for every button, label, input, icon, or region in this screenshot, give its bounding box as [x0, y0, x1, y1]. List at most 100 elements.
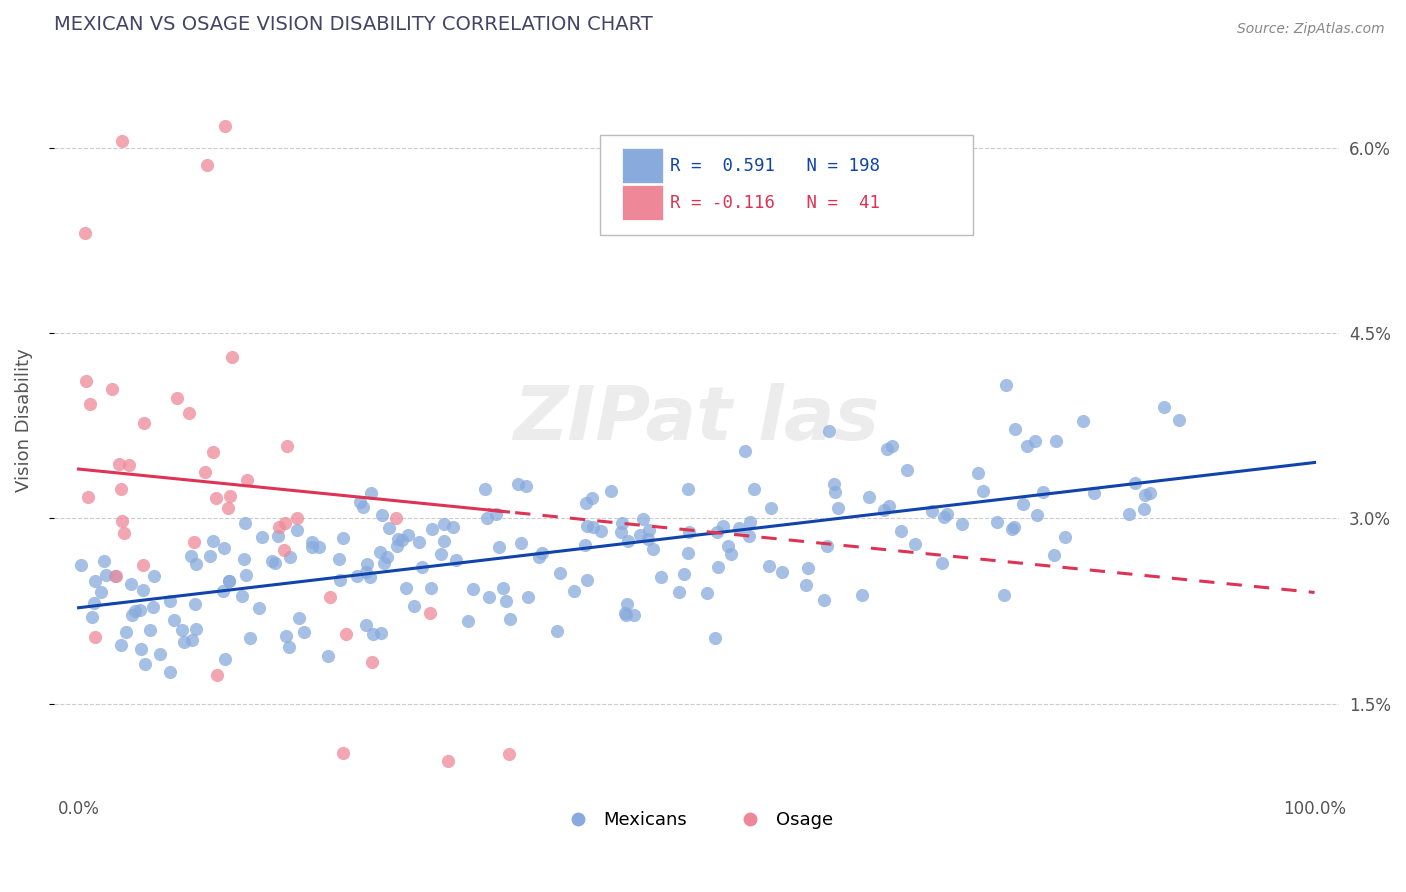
- Point: [499, 612, 522, 626]
- Point: [104, 569, 127, 583]
- Point: [876, 442, 898, 457]
- Point: [728, 520, 751, 534]
- Point: [429, 548, 451, 562]
- Point: [890, 524, 912, 538]
- Point: [1071, 414, 1094, 428]
- Point: [239, 631, 262, 645]
- Point: [1017, 439, 1039, 453]
- Point: [758, 559, 780, 574]
- Point: [83, 630, 105, 644]
- Point: [457, 614, 479, 628]
- Text: MEXICAN VS OSAGE VISION DISABILITY CORRELATION CHART: MEXICAN VS OSAGE VISION DISABILITY CORRE…: [53, 15, 652, 34]
- Point: [134, 657, 156, 672]
- Point: [79, 397, 101, 411]
- Point: [510, 536, 533, 550]
- Point: [815, 539, 838, 553]
- Point: [288, 610, 311, 624]
- Point: [107, 457, 129, 471]
- Point: [1139, 486, 1161, 500]
- Point: [515, 479, 537, 493]
- Point: [614, 607, 637, 622]
- Point: [329, 574, 352, 588]
- Point: [582, 520, 605, 534]
- Point: [354, 565, 377, 579]
- Point: [90, 584, 112, 599]
- Point: [1026, 508, 1049, 522]
- Point: [433, 516, 456, 531]
- Point: [132, 416, 155, 430]
- Point: [385, 539, 408, 553]
- Point: [319, 590, 342, 604]
- Point: [498, 747, 520, 761]
- Point: [180, 549, 202, 564]
- Point: [181, 632, 204, 647]
- Point: [495, 594, 517, 608]
- Point: [316, 648, 339, 663]
- Point: [1024, 434, 1046, 448]
- Point: [477, 510, 499, 524]
- Point: [396, 528, 419, 542]
- Point: [121, 607, 143, 622]
- Point: [118, 458, 141, 472]
- Point: [219, 489, 242, 503]
- Point: [159, 665, 181, 680]
- Point: [267, 520, 290, 534]
- Point: [360, 486, 382, 500]
- Point: [183, 597, 205, 611]
- Point: [346, 569, 368, 583]
- Point: [276, 439, 298, 453]
- Point: [575, 573, 598, 587]
- Point: [921, 504, 943, 518]
- Point: [218, 574, 240, 589]
- Point: [75, 374, 97, 388]
- Point: [194, 466, 217, 480]
- Point: [202, 445, 225, 459]
- Point: [631, 512, 654, 526]
- Point: [184, 557, 207, 571]
- Point: [83, 596, 105, 610]
- Point: [111, 134, 134, 148]
- Point: [411, 560, 433, 574]
- Point: [301, 540, 323, 554]
- Point: [574, 538, 596, 552]
- Point: [277, 640, 299, 654]
- Point: [124, 604, 146, 618]
- Point: [387, 532, 409, 546]
- Point: [378, 521, 401, 535]
- Point: [273, 543, 295, 558]
- Point: [233, 551, 256, 566]
- Point: [373, 556, 395, 570]
- Point: [110, 482, 132, 496]
- Point: [143, 569, 166, 583]
- Text: R = -0.116   N =  41: R = -0.116 N = 41: [669, 194, 880, 211]
- Point: [308, 541, 330, 555]
- Point: [370, 626, 392, 640]
- Point: [738, 515, 761, 529]
- Point: [375, 549, 398, 564]
- Point: [530, 546, 553, 560]
- Point: [385, 511, 408, 525]
- Point: [93, 554, 115, 568]
- Point: [637, 532, 659, 546]
- Point: [142, 599, 165, 614]
- Point: [880, 439, 903, 453]
- Point: [94, 567, 117, 582]
- Point: [231, 590, 253, 604]
- Point: [744, 482, 766, 496]
- Point: [264, 556, 287, 570]
- Point: [823, 476, 845, 491]
- Point: [205, 491, 228, 506]
- Point: [641, 541, 664, 556]
- Point: [1118, 507, 1140, 521]
- Point: [205, 668, 228, 682]
- Point: [408, 534, 430, 549]
- Point: [972, 483, 994, 498]
- FancyBboxPatch shape: [600, 135, 973, 235]
- Point: [201, 534, 224, 549]
- Point: [613, 607, 636, 621]
- Point: [824, 485, 846, 500]
- Point: [235, 568, 257, 582]
- Point: [527, 549, 550, 564]
- Point: [678, 525, 700, 540]
- Point: [827, 501, 849, 516]
